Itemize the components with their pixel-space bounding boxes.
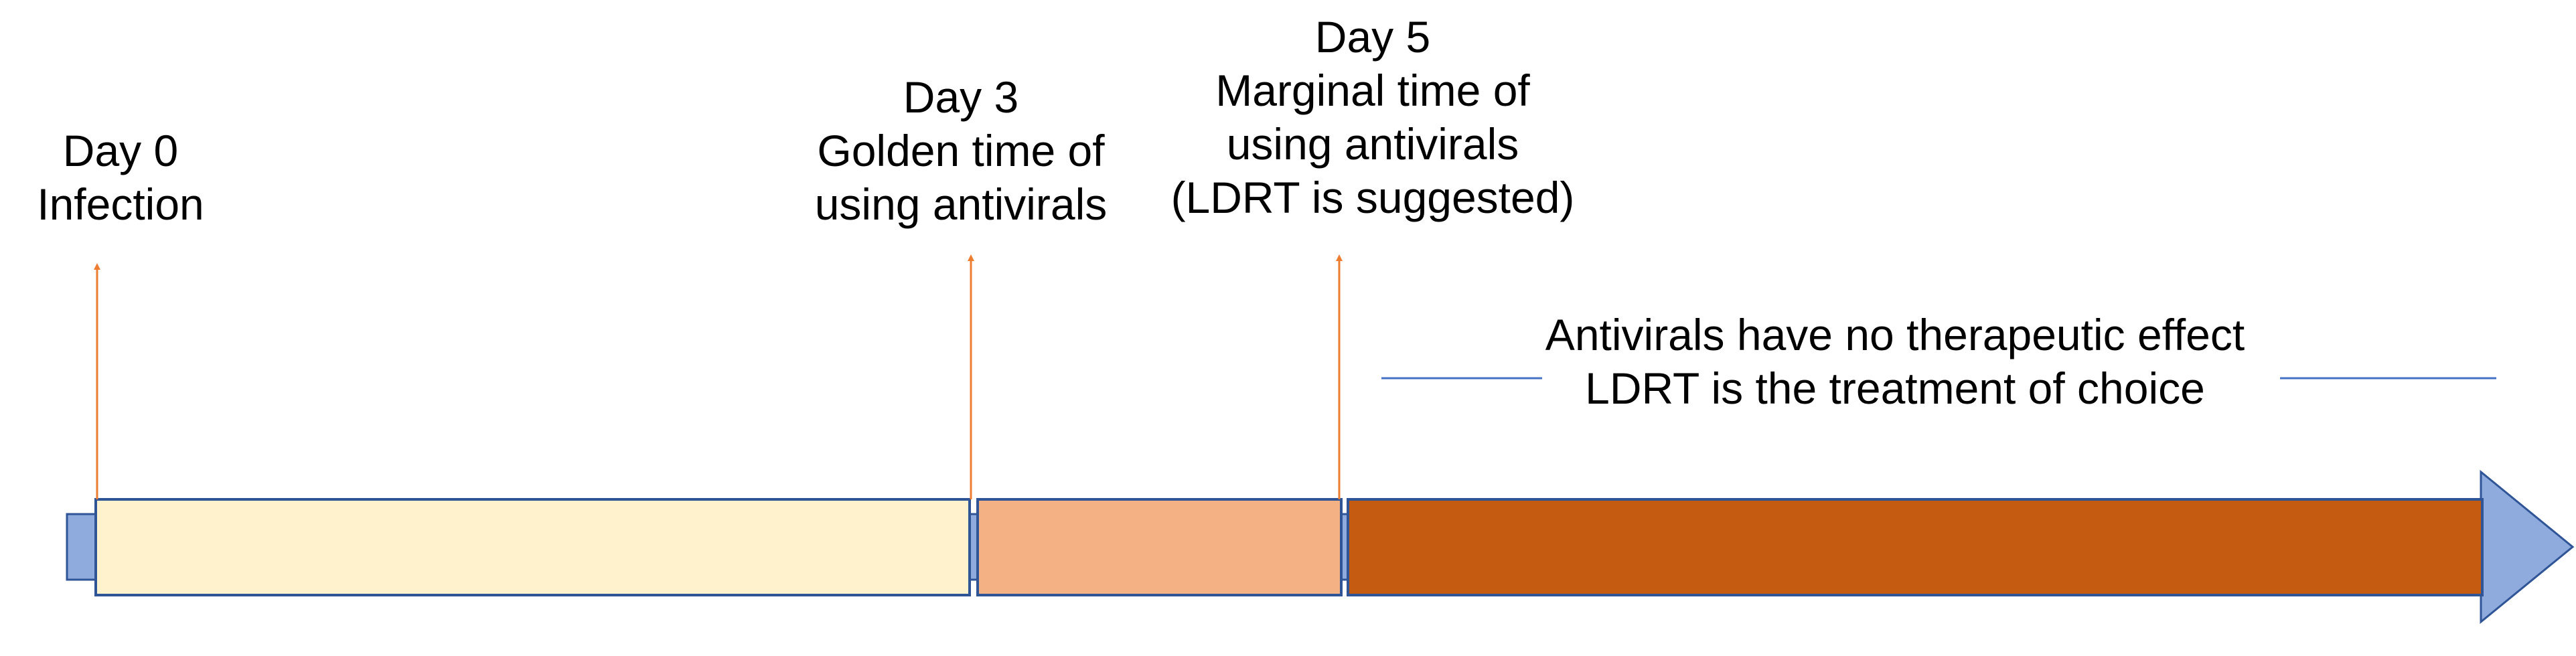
- marker-day: Day 0: [62, 126, 179, 175]
- phase-bar-marginal: [976, 498, 1343, 596]
- phase-bar-late: [1347, 498, 2484, 596]
- phase-bar-golden: [94, 498, 971, 596]
- marker-text: Infection: [37, 179, 204, 229]
- marker-day: Day 5: [1314, 12, 1431, 62]
- marker-text: using antivirals: [1226, 119, 1519, 169]
- late-phase-note: Antivirals have no therapeutic effect LD…: [1487, 308, 2303, 415]
- marker-label-day-3: Day 3 Golden time of using antivirals: [787, 70, 1135, 231]
- marker-day: Day 3: [903, 72, 1019, 122]
- marker-label-day-5: Day 5 Marginal time of using antivirals …: [1165, 10, 1580, 224]
- marker-text: Marginal time of: [1215, 66, 1530, 115]
- marker-text: using antivirals: [814, 179, 1108, 229]
- marker-label-day-0: Day 0 Infection: [20, 124, 221, 231]
- marker-text: (LDRT is suggested): [1170, 173, 1575, 222]
- marker-text: Golden time of: [817, 126, 1105, 175]
- note-text: Antivirals have no therapeutic effect: [1545, 310, 2245, 359]
- note-text: LDRT is the treatment of choice: [1585, 363, 2205, 413]
